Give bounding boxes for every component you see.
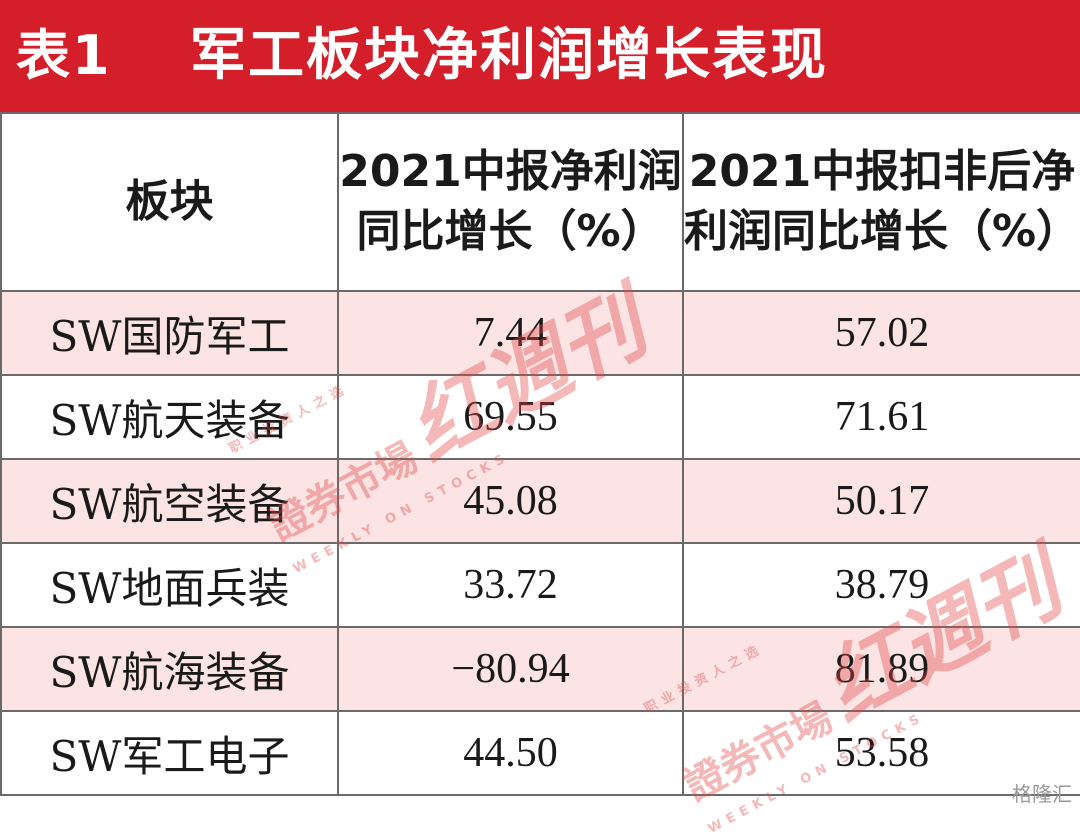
header-sector: 板块 — [0, 112, 339, 292]
table-row: SW国防军工 7.44 57.02 — [0, 290, 1080, 376]
net-profit-growth-cell: 69.55 — [337, 374, 684, 460]
sector-cell: SW军工电子 — [0, 710, 339, 796]
table-row: SW航海装备 −80.94 81.89 — [0, 626, 1080, 712]
table-row: SW航天装备 69.55 71.61 — [0, 374, 1080, 460]
table-row: SW航空装备 45.08 50.17 — [0, 458, 1080, 544]
sector-cell: SW航天装备 — [0, 374, 339, 460]
profit-growth-table: 板块 2021中报净利润同比增长（%） 2021中报扣非后净利润同比增长（%） … — [0, 112, 1080, 796]
net-profit-growth-cell: 7.44 — [337, 290, 684, 376]
net-profit-growth-cell: 45.08 — [337, 458, 684, 544]
table-title: 军工板块净利润增长表现 — [190, 23, 828, 88]
header-net-profit-growth: 2021中报净利润同比增长（%） — [337, 112, 684, 292]
sector-cell: SW国防军工 — [0, 290, 339, 376]
table-number: 表1 — [16, 24, 112, 87]
deducted-growth-cell: 53.58 — [682, 710, 1080, 796]
table-row: SW地面兵装 33.72 38.79 — [0, 542, 1080, 628]
net-profit-growth-cell: 33.72 — [337, 542, 684, 628]
deducted-growth-cell: 57.02 — [682, 290, 1080, 376]
net-profit-growth-cell: −80.94 — [337, 626, 684, 712]
title-bar: 表1 军工板块净利润增长表现 — [0, 0, 1080, 112]
sector-cell: SW航空装备 — [0, 458, 339, 544]
sector-cell: SW航海装备 — [0, 626, 339, 712]
deducted-growth-cell: 50.17 — [682, 458, 1080, 544]
header-deducted-net-profit-growth: 2021中报扣非后净利润同比增长（%） — [682, 112, 1080, 292]
sector-cell: SW地面兵装 — [0, 542, 339, 628]
deducted-growth-cell: 81.89 — [682, 626, 1080, 712]
corner-logo: 格隆汇 — [1012, 782, 1072, 806]
deducted-growth-cell: 71.61 — [682, 374, 1080, 460]
net-profit-growth-cell: 44.50 — [337, 710, 684, 796]
deducted-growth-cell: 38.79 — [682, 542, 1080, 628]
table-row: SW军工电子 44.50 53.58 — [0, 710, 1080, 796]
